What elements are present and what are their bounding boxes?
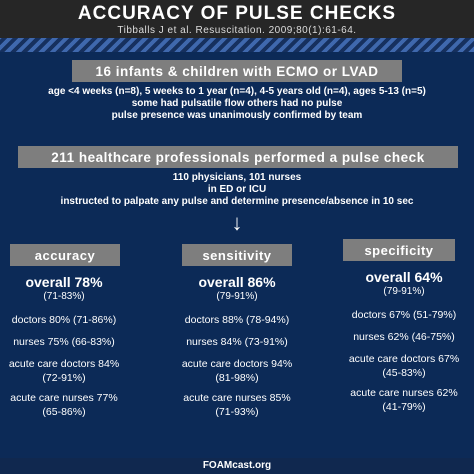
- stat-line: acute care nurses 77%: [10, 392, 118, 404]
- section2-line: instructed to palpate any pulse and dete…: [60, 196, 414, 207]
- title: ACCURACY OF PULSE CHECKS: [77, 3, 397, 24]
- stat-line: acute care doctors 94%: [181, 358, 293, 370]
- column-label: specificity: [343, 239, 455, 261]
- header-bar: [0, 0, 474, 38]
- overall: overall 78%: [25, 274, 103, 290]
- section1-line: pulse presence was unanimously confirmed…: [111, 110, 363, 121]
- arrow: ↓: [231, 210, 243, 235]
- stat-line: (41-79%): [382, 401, 426, 413]
- stat-line: (81-98%): [215, 372, 259, 384]
- overall: overall 64%: [365, 269, 443, 285]
- stat-line: (71-93%): [215, 406, 259, 418]
- stat-line: nurses 62% (46-75%): [353, 331, 455, 343]
- stat-line: acute care nurses 85%: [183, 392, 291, 404]
- stat-line: acute care doctors 84%: [8, 358, 120, 370]
- stripe-band: [0, 38, 474, 52]
- stat-line: acute care doctors 67%: [348, 353, 460, 365]
- stat-line: doctors 80% (71-86%): [11, 314, 117, 326]
- overall-ci: (71-83%): [43, 291, 85, 302]
- footer: FOAMcast.org: [202, 460, 272, 471]
- overall-ci: (79-91%): [383, 286, 425, 297]
- stat-line: (72-91%): [42, 372, 86, 384]
- section2-heading: 211 healthcare professionals performed a…: [18, 146, 458, 168]
- section1-line: some had pulsatile flow others had no pu…: [131, 98, 343, 109]
- stat-line: nurses 84% (73-91%): [186, 336, 288, 348]
- column-label: sensitivity: [182, 244, 292, 266]
- stat-line: acute care nurses 62%: [350, 387, 458, 399]
- stat-line: doctors 88% (78-94%): [184, 314, 290, 326]
- stat-line: (45-83%): [382, 367, 426, 379]
- overall: overall 86%: [198, 274, 276, 290]
- overall-ci: (79-91%): [216, 291, 258, 302]
- section1-heading: 16 infants & children with ECMO or LVAD: [72, 60, 402, 82]
- section2-line: in ED or ICU: [207, 184, 267, 195]
- stat-line: (65-86%): [42, 406, 86, 418]
- footer-bar: [0, 458, 474, 474]
- stat-line: doctors 67% (51-79%): [351, 309, 457, 321]
- column-label: accuracy: [10, 244, 120, 266]
- section2-line: 110 physicians, 101 nurses: [172, 172, 302, 183]
- subtitle: Tibballs J et al. Resuscitation. 2009;80…: [117, 25, 357, 36]
- stat-line: nurses 75% (66-83%): [13, 336, 115, 348]
- section1-line: age <4 weeks (n=8), 5 weeks to 1 year (n…: [48, 86, 426, 97]
